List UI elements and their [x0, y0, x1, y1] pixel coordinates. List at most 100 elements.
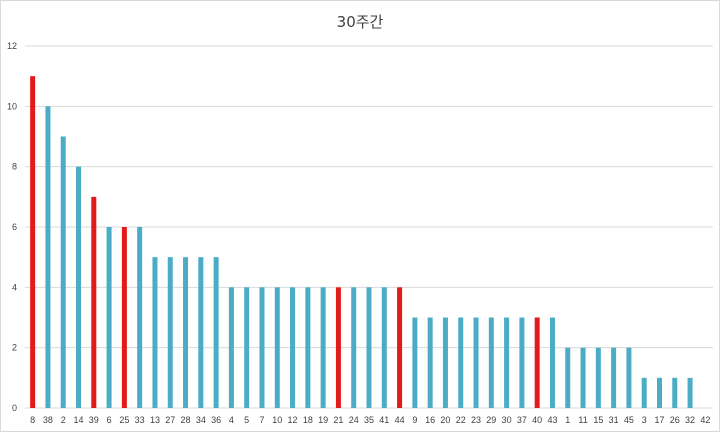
x-tick-label: 17 — [654, 415, 664, 425]
bar-10 — [274, 287, 280, 408]
x-tick-label: 33 — [135, 415, 145, 425]
bar-44 — [397, 287, 403, 408]
bar-41 — [381, 287, 387, 408]
bar-35 — [366, 287, 372, 408]
y-tick-label: 10 — [7, 101, 17, 111]
bar-19 — [320, 287, 326, 408]
x-tick-label: 30 — [502, 415, 512, 425]
bar-33 — [137, 227, 143, 408]
bar-13 — [152, 257, 158, 408]
bar-36 — [213, 257, 219, 408]
bar-22 — [458, 317, 464, 408]
bar-20 — [442, 317, 448, 408]
x-tick-label: 35 — [364, 415, 374, 425]
x-tick-label: 13 — [150, 415, 160, 425]
bars — [30, 76, 693, 409]
x-tick-label: 25 — [119, 415, 129, 425]
x-tick-label: 31 — [609, 415, 619, 425]
x-tick-label: 36 — [211, 415, 221, 425]
bar-45 — [626, 347, 632, 408]
bar-7 — [259, 287, 265, 408]
y-tick-label: 2 — [12, 343, 17, 353]
bar-28 — [183, 257, 189, 408]
x-tick-label: 28 — [181, 415, 191, 425]
x-tick-label: 15 — [593, 415, 603, 425]
x-tick-label: 32 — [685, 415, 695, 425]
bar-40 — [534, 317, 540, 408]
bar-34 — [198, 257, 204, 408]
chart-title: 30주간 — [336, 13, 384, 31]
bar-11 — [580, 347, 586, 408]
bar-15 — [595, 347, 601, 408]
bar-6 — [106, 227, 112, 408]
x-tick-label: 26 — [670, 415, 680, 425]
x-tick-label: 11 — [578, 415, 587, 425]
bar-16 — [427, 317, 433, 408]
x-tick-label: 4 — [229, 415, 234, 425]
bar-3 — [641, 377, 647, 408]
y-tick-label: 12 — [7, 41, 17, 51]
bar-31 — [611, 347, 617, 408]
x-tick-label: 37 — [517, 415, 527, 425]
bar-12 — [290, 287, 296, 408]
x-tick-label: 3 — [642, 415, 647, 425]
bar-37 — [519, 317, 525, 408]
x-tick-label: 8 — [30, 415, 35, 425]
x-tick-label: 38 — [43, 415, 53, 425]
x-tick-label: 40 — [532, 415, 542, 425]
x-tick-label: 39 — [89, 415, 99, 425]
bar-43 — [549, 317, 555, 408]
bar-39 — [91, 196, 97, 408]
y-tick-label: 0 — [12, 403, 17, 413]
x-tick-label: 44 — [395, 415, 405, 425]
x-tick-label: 23 — [471, 415, 481, 425]
x-tick-label: 19 — [318, 415, 328, 425]
bar-5 — [244, 287, 250, 408]
x-tick-label: 41 — [379, 415, 389, 425]
y-tick-label: 6 — [12, 222, 17, 232]
bar-8 — [30, 76, 36, 409]
x-tick-label: 20 — [440, 415, 450, 425]
x-tick-label: 45 — [624, 415, 634, 425]
bar-29 — [488, 317, 494, 408]
bar-23 — [473, 317, 479, 408]
bar-18 — [305, 287, 311, 408]
x-tick-labels: 8 38 2 14 39 6 25 33 13 27 28 34 36 4 5 7 10 12 18 19 21 24 35… — [30, 415, 710, 425]
bar-14 — [76, 166, 82, 408]
bar-26 — [672, 377, 678, 408]
bar-1 — [565, 347, 571, 408]
x-tick-label: 24 — [349, 415, 359, 425]
x-tick-label: 16 — [425, 415, 435, 425]
x-tick-label: 27 — [165, 415, 175, 425]
x-tick-label: 2 — [61, 415, 66, 425]
x-tick-label: 7 — [259, 415, 264, 425]
x-tick-label: 22 — [456, 415, 466, 425]
y-tick-label: 4 — [12, 282, 17, 292]
x-tick-label: 29 — [486, 415, 496, 425]
x-tick-label: 21 — [333, 415, 343, 425]
y-tick-label: 8 — [12, 162, 17, 172]
x-tick-label: 34 — [196, 415, 206, 425]
bar-2 — [60, 136, 66, 408]
x-tick-label: 1 — [565, 415, 570, 425]
bar-21 — [335, 287, 341, 408]
bar-4 — [228, 287, 234, 408]
x-tick-label: 9 — [412, 415, 417, 425]
bar-32 — [687, 377, 693, 408]
x-tick-label: 42 — [700, 415, 710, 425]
x-tick-label: 6 — [107, 415, 112, 425]
bar-24 — [351, 287, 357, 408]
bar-27 — [167, 257, 173, 408]
bar-25 — [121, 227, 127, 408]
x-tick-label: 18 — [303, 415, 313, 425]
x-tick-label: 10 — [272, 415, 282, 425]
bar-38 — [45, 106, 51, 408]
bar-30 — [504, 317, 510, 408]
y-tick-labels: 0 2 4 6 8 10 12 — [7, 41, 17, 413]
x-tick-label: 14 — [74, 415, 84, 425]
x-tick-label: 43 — [547, 415, 557, 425]
bar-9 — [412, 317, 418, 408]
x-tick-label: 5 — [244, 415, 249, 425]
